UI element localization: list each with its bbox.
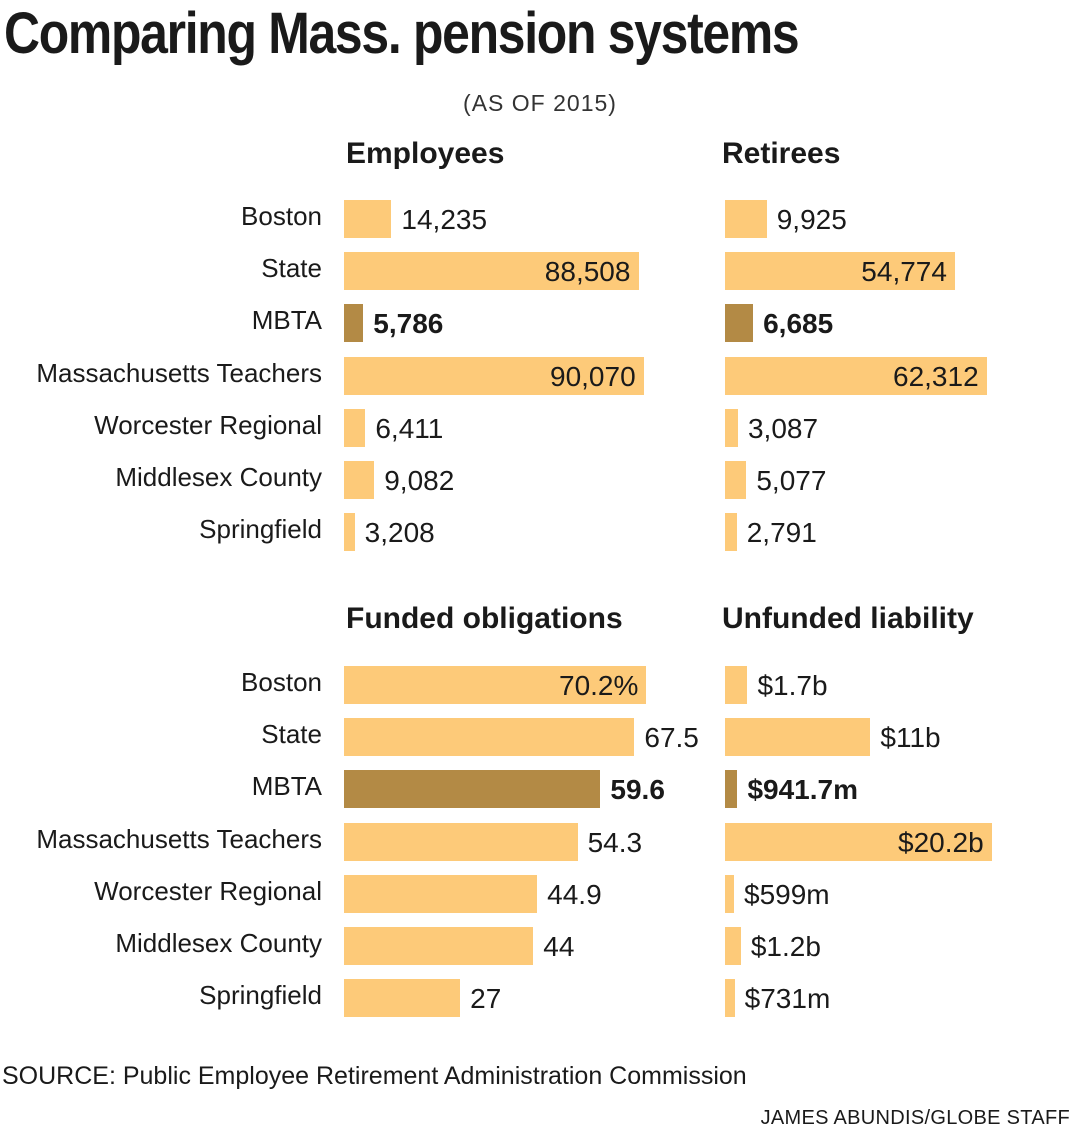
unfunded-liability-value-worcester-regional: $599m: [744, 878, 830, 910]
unfunded-liability-value-massachusetts-teachers: $20.2b: [898, 826, 984, 858]
category-label-boston: Boston: [241, 201, 322, 231]
source-note: SOURCE: Public Employee Retirement Admin…: [2, 1062, 747, 1090]
employees-panel-title: Employees: [346, 137, 505, 170]
retirees-value-massachusetts-teachers: 62,312: [893, 360, 979, 392]
unfunded-liability-bar-middlesex-county: [725, 927, 741, 965]
category-label-mbta: MBTA: [251, 305, 322, 336]
funded-obligations-value-state: 67.5: [644, 722, 699, 754]
employees-value-massachusetts-teachers: 90,070: [550, 360, 636, 392]
employees-bar-massachusetts-teachers: [344, 356, 644, 395]
employees-value-state: 88,508: [544, 256, 631, 288]
chart-title: Comparing Mass. pension systems: [4, 1, 800, 66]
chart-subtitle: (AS OF 2015): [463, 90, 617, 116]
retirees-bar-springfield: [725, 513, 737, 552]
unfunded-liability-value-springfield: $731m: [744, 983, 831, 1015]
funded-obligations-bar-springfield: [344, 979, 461, 1018]
employees-bar-boston: [344, 200, 392, 238]
funded-obligations-value-worcester-regional: 44.9: [547, 878, 602, 910]
category-label-boston: Boston: [241, 667, 322, 697]
employees-bar-state: [344, 252, 639, 291]
employees-value-boston: 14,235: [401, 204, 488, 235]
funded-obligations-bar-mbta: [344, 770, 601, 809]
unfunded-liability-bar-state: [725, 718, 871, 757]
funded-obligations-bar-state: [344, 718, 635, 757]
retirees-bar-boston: [725, 200, 767, 238]
category-label-state: State: [261, 253, 322, 284]
unfunded-liability-bar-massachusetts-teachers: [725, 822, 992, 861]
retirees-value-mbta: 6,685: [763, 308, 834, 340]
unfunded-liability-bar-mbta: [725, 770, 738, 809]
retirees-bar-mbta: [725, 304, 754, 343]
category-label-springfield: Springfield: [199, 514, 322, 545]
category-label-middlesex-county: Middlesex County: [115, 462, 322, 492]
category-label-worcester-regional: Worcester Regional: [94, 875, 322, 906]
retirees-bar-state: [725, 252, 956, 291]
funded-obligations-value-mbta: 59.6: [610, 774, 665, 806]
unfunded-liability-bar-boston: [725, 666, 748, 704]
retirees-bar-worcester-regional: [725, 408, 738, 447]
category-label-springfield: Springfield: [199, 980, 322, 1011]
category-label-massachusetts-teachers: Massachusetts Teachers: [36, 357, 322, 388]
category-label-mbta: MBTA: [251, 771, 322, 802]
employees-value-middlesex-county: 9,082: [384, 465, 455, 496]
credit-line: JAMES ABUNDIS/GLOBE STAFF: [760, 1107, 1070, 1129]
unfunded-liability-value-boston: $1.7b: [757, 670, 828, 701]
retirees-value-boston: 9,925: [776, 204, 847, 235]
category-label-massachusetts-teachers: Massachusetts Teachers: [36, 823, 322, 854]
unfunded-liability-value-mbta: $941.7m: [747, 774, 858, 806]
funded-obligations-value-springfield: 27: [470, 983, 502, 1015]
retirees-value-state: 54,774: [861, 256, 947, 288]
funded-obligations-value-boston: 70.2%: [559, 670, 639, 701]
unfunded-liability-bar-springfield: [725, 979, 735, 1018]
unfunded-liability-value-middlesex-county: $1.2b: [750, 931, 821, 962]
retirees-bar-massachusetts-teachers: [725, 356, 987, 395]
funded-obligations-bar-worcester-regional: [344, 874, 538, 913]
employees-value-springfield: 3,208: [364, 517, 435, 549]
employees-bar-springfield: [344, 513, 355, 552]
employees-bar-worcester-regional: [344, 408, 366, 447]
employees-bar-mbta: [344, 304, 364, 343]
employees-value-worcester-regional: 6,411: [375, 412, 444, 444]
employees-bar-middlesex-county: [344, 461, 375, 499]
unfunded-liability-value-state: $11b: [880, 722, 941, 754]
category-label-state: State: [261, 719, 322, 750]
unfunded-liability-bar-worcester-regional: [725, 874, 734, 913]
retirees-bar-middlesex-county: [725, 461, 747, 499]
funded-obligations-bar-middlesex-county: [344, 927, 534, 965]
unfunded-liability-panel-title: Unfunded liability: [722, 602, 974, 635]
retirees-value-springfield: 2,791: [746, 517, 817, 549]
retirees-value-worcester-regional: 3,087: [747, 412, 819, 444]
funded-obligations-value-middlesex-county: 44: [543, 931, 575, 962]
funded-obligations-panel-title: Funded obligations: [346, 602, 623, 635]
funded-obligations-bar-boston: [344, 666, 646, 704]
funded-obligations-value-massachusetts-teachers: 54.3: [587, 826, 643, 858]
funded-obligations-bar-massachusetts-teachers: [344, 822, 578, 861]
retirees-panel-title: Retirees: [722, 137, 841, 170]
category-label-middlesex-county: Middlesex County: [115, 928, 322, 958]
employees-value-mbta: 5,786: [373, 308, 444, 340]
retirees-value-middlesex-county: 5,077: [756, 465, 827, 496]
category-label-worcester-regional: Worcester Regional: [94, 409, 322, 440]
